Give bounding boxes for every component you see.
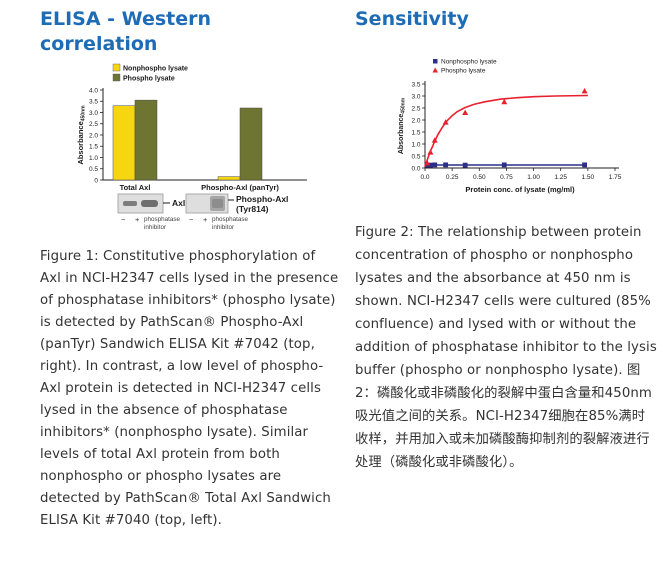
data-point-square: [462, 162, 468, 168]
y-tick-label: 0.0: [411, 165, 420, 172]
legend-swatch: [112, 63, 121, 72]
phospho-fit-curve: [424, 94, 588, 168]
sensitivity-scatter-chart: Nonphospho lysate Phospho lysate 0.0 0.5 1.0…: [398, 59, 622, 195]
blot-band-label: Axl: [172, 198, 185, 208]
x-tick-label: 1.25: [554, 174, 567, 181]
x-axis-label: Protein conc. of lysate (mg/ml): [465, 185, 575, 194]
plus-sign: +: [203, 215, 208, 224]
blot-band: [212, 199, 223, 208]
data-point-square: [582, 162, 587, 168]
data-point-triangle: [501, 98, 508, 105]
data-point-triangle: [462, 109, 469, 115]
x-tick-label: 0.50: [473, 174, 486, 181]
y-tick-label: 2.0: [89, 132, 98, 139]
axes: [424, 81, 619, 169]
blot-band-label: Phospho-Axl: [236, 194, 288, 204]
legend-swatch: [433, 59, 438, 64]
condition-label: phosphatase: [212, 216, 249, 223]
category-label: Phospho-Axl (panTyr): [201, 183, 279, 192]
x-tick-label: 1.75: [609, 174, 622, 181]
bar-nonphospho-lysate: [217, 176, 241, 181]
y-tick-label: 3.5: [411, 81, 420, 88]
y-tick-label: 2.5: [89, 121, 98, 128]
data-point-triangle: [581, 88, 588, 94]
x-tick-label: 1.00: [527, 174, 540, 181]
y-tick-label: 1.5: [411, 129, 420, 136]
data-point-triangle: [442, 119, 449, 125]
bar-nonphospho-lysate: [112, 105, 136, 181]
x-tick-label: 0.75: [500, 174, 513, 181]
y-tick-label: 3.0: [89, 110, 98, 117]
x-tick-label: 0.0: [420, 174, 429, 181]
right-section-title: Sensitivity: [355, 8, 469, 30]
x-tick-label: 0.25: [446, 174, 459, 181]
condition-label: inhibitor: [212, 224, 234, 231]
y-tick-label: 0.5: [411, 153, 420, 160]
y-tick-label: 1.0: [411, 141, 420, 148]
legend-label: Phospho lysate: [441, 68, 486, 75]
data-point-square: [443, 162, 449, 168]
y-tick-label: 1.5: [89, 144, 98, 151]
blot-band: [141, 200, 158, 207]
legend-swatch: [432, 67, 438, 73]
legend-label: Phospho lysate: [123, 76, 175, 83]
figure-2-caption: Figure 2: The relationship between prote…: [355, 225, 657, 470]
elisa-bar-chart: Nonphospho lysate Phospho lysate 0 0.5 1.0 1.…: [76, 63, 307, 192]
y-tick-label: 4.0: [89, 87, 98, 94]
y-tick-label: 3.0: [411, 93, 420, 100]
blot-band-label: (Tyr814): [236, 204, 269, 214]
left-section-title: ELISA - Western correlation: [40, 8, 211, 55]
minus-sign: −: [121, 215, 126, 224]
y-tick-label: 3.5: [89, 99, 98, 106]
legend-label: Nonphospho lysate: [123, 66, 188, 73]
bar-phospho-lysate: [239, 107, 263, 181]
y-tick-label: 1.0: [89, 155, 98, 162]
data-point-square: [428, 162, 433, 168]
western-blot-panel: Axl − + phosphatase inhibitor Phospho-Ax…: [117, 193, 288, 231]
legend-label: Nonphospho lysate: [441, 59, 497, 66]
data-point-square: [432, 162, 438, 168]
legend-swatch: [112, 73, 121, 82]
data-point-triangle: [427, 149, 434, 155]
category-label: Total Axl: [120, 183, 151, 192]
data-point-square: [501, 162, 507, 168]
x-tick-label: 1.50: [582, 174, 595, 181]
blot-band: [123, 201, 137, 206]
minus-sign: −: [189, 215, 194, 224]
total-axl-blot: Axl − + phosphatase inhibitor: [117, 193, 185, 231]
y-tick-label: 2.0: [411, 117, 420, 124]
condition-label: phosphatase: [144, 216, 181, 223]
data-point-triangle: [431, 137, 438, 143]
y-tick-label: 2.5: [411, 105, 420, 112]
condition-label: inhibitor: [144, 224, 166, 231]
figure-1-caption: Figure 1: Constitutive phosphorylation o…: [40, 249, 339, 528]
phospho-axl-blot: Phospho-Axl (Tyr814) − + phosphatase inh…: [185, 193, 288, 231]
y-axis-label: Absorbance450nm: [398, 97, 406, 154]
bar-phospho-lysate: [134, 99, 158, 181]
plus-sign: +: [135, 215, 140, 224]
y-tick-label: 0: [94, 177, 98, 184]
data-point-triangle: [424, 160, 431, 166]
y-axis-label: Absorbance450nm: [76, 105, 87, 165]
y-tick-label: 0.5: [89, 166, 98, 173]
